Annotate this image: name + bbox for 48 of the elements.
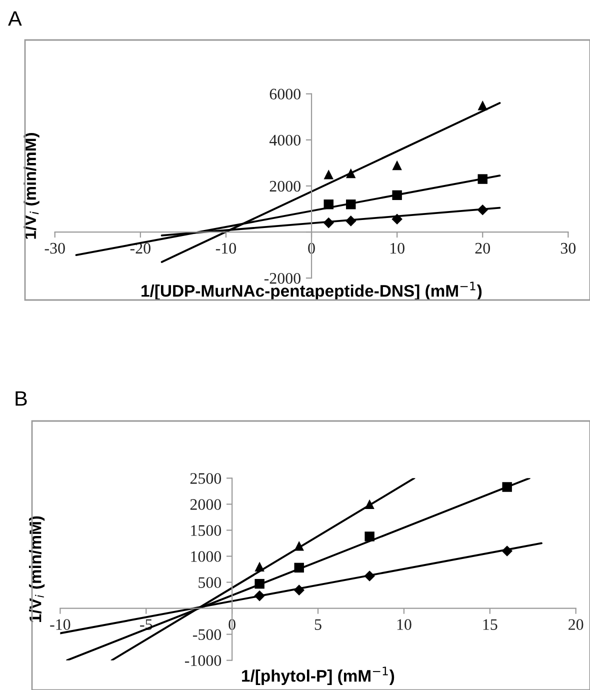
chart-title: A xyxy=(8,11,22,26)
x-tick-label: 10 xyxy=(390,242,404,254)
point xyxy=(254,562,264,572)
point xyxy=(346,168,356,178)
point xyxy=(392,160,402,170)
y-tick-label: -2000 xyxy=(264,272,300,284)
x-tick-label: 30 xyxy=(560,242,576,254)
point xyxy=(478,174,488,184)
point xyxy=(477,204,488,216)
point xyxy=(345,216,356,226)
point xyxy=(478,100,488,110)
x-tick-label: 0 xyxy=(308,242,315,254)
x-tick-label: -10 xyxy=(216,242,236,254)
y-tick-label: 6000 xyxy=(270,88,300,100)
y-tick-label: 4000 xyxy=(269,134,300,146)
x-tick-label: 10 xyxy=(397,619,412,630)
point xyxy=(364,570,375,582)
y-tick-label: 500 xyxy=(198,577,222,588)
x-tick-label: -30 xyxy=(44,242,65,254)
x-tick-label: 20 xyxy=(475,242,490,254)
y-tick-label: 2000 xyxy=(270,180,300,192)
point xyxy=(323,217,334,228)
point xyxy=(364,499,374,510)
x-tick-label: 20 xyxy=(568,619,584,630)
point xyxy=(324,170,334,180)
point xyxy=(294,540,304,551)
point xyxy=(364,532,374,542)
point xyxy=(294,562,304,573)
y-tick-label: -500 xyxy=(192,629,222,640)
point xyxy=(324,200,334,210)
point xyxy=(392,214,402,225)
x-tick-label: 15 xyxy=(483,619,498,630)
x-axis-title: 1/[phytol-P] (mM$^{−1}$) xyxy=(242,666,394,686)
point xyxy=(502,482,512,492)
y-tick-label: 1500 xyxy=(191,525,222,536)
point xyxy=(346,200,356,210)
x-tick-label: 5 xyxy=(314,619,322,630)
point xyxy=(254,590,265,602)
point xyxy=(502,546,512,556)
y-tick-label: 2500 xyxy=(190,473,222,484)
point xyxy=(254,578,264,589)
chart-title: B xyxy=(16,391,27,406)
y-tick-label: 2000 xyxy=(190,499,222,510)
point xyxy=(294,584,305,596)
y-tick-label: -1000 xyxy=(184,655,222,666)
point xyxy=(392,190,402,200)
x-tick-label: -10 xyxy=(50,619,70,630)
y-tick-label: 1000 xyxy=(191,551,222,562)
